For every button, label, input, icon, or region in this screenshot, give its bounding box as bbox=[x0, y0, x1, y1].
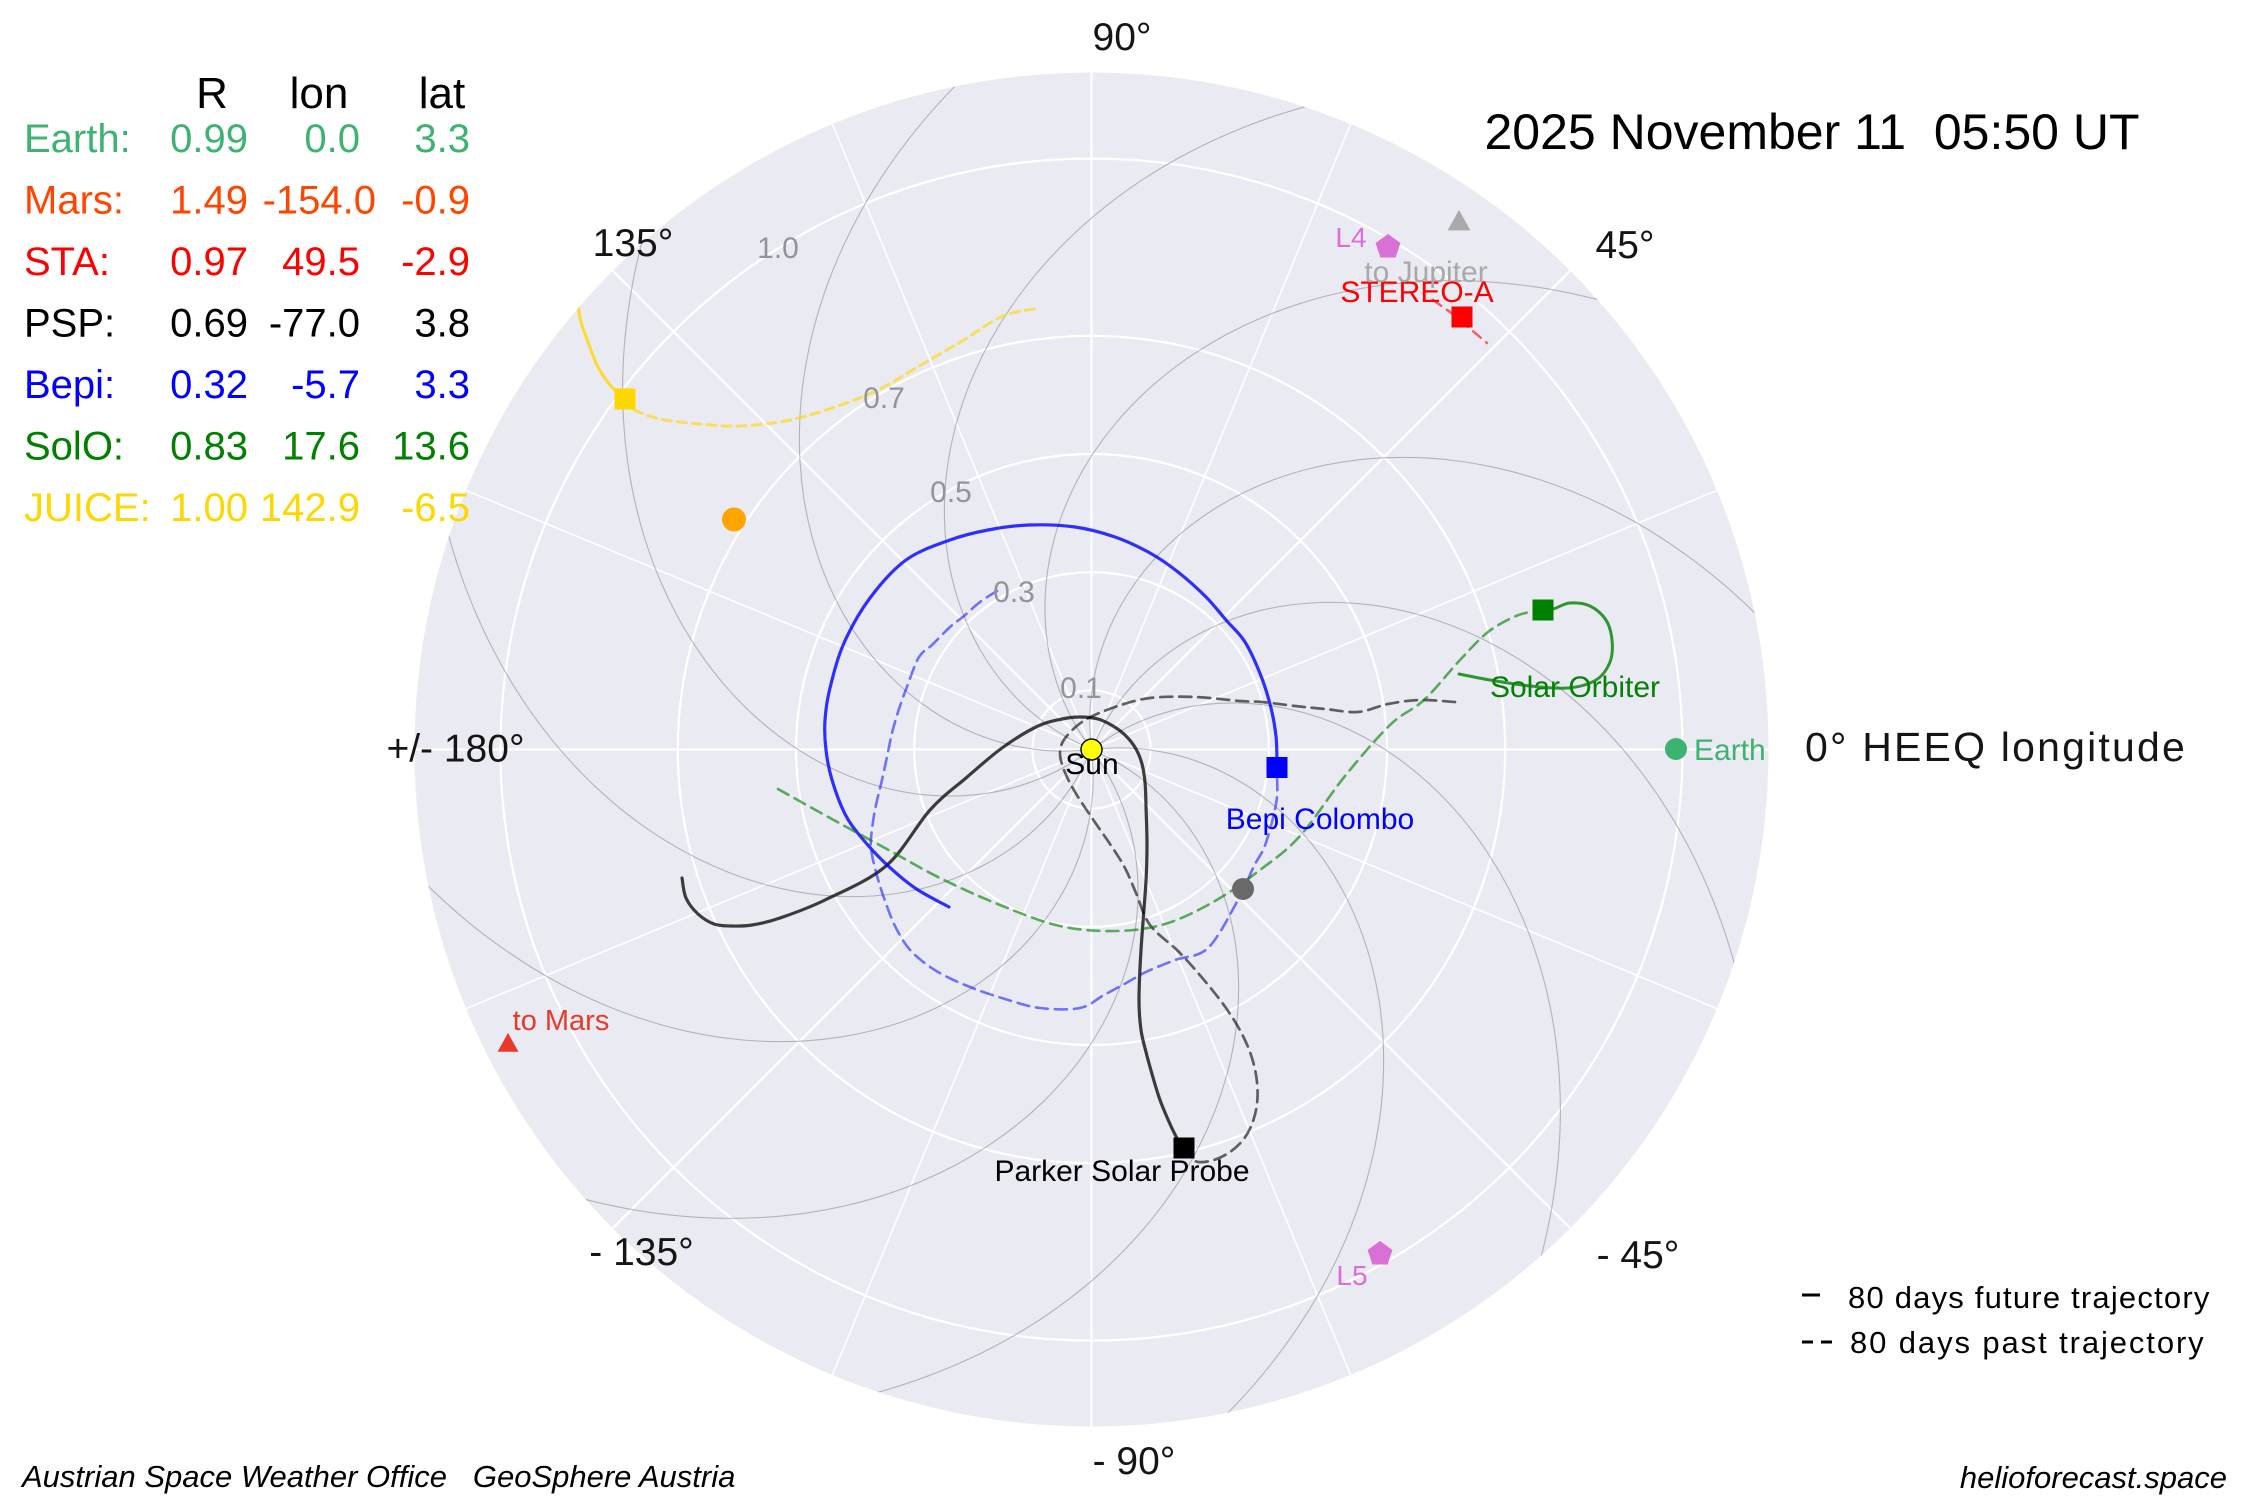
svg-text:0.1: 0.1 bbox=[1060, 672, 1102, 705]
svg-text:Austrian Space Weather Office: Austrian Space Weather Office GeoSphere … bbox=[20, 1459, 735, 1494]
svg-text:+/- 180°: +/- 180° bbox=[386, 728, 524, 771]
svg-text:lat: lat bbox=[419, 69, 465, 118]
svg-text:-2.9: -2.9 bbox=[401, 240, 470, 284]
svg-text:3.3: 3.3 bbox=[414, 363, 470, 407]
svg-text:0.3: 0.3 bbox=[993, 576, 1035, 609]
svg-text:SolO:: SolO: bbox=[24, 425, 124, 469]
svg-text:0° HEEQ longitude: 0° HEEQ longitude bbox=[1805, 724, 2187, 770]
svg-text:2025 November 11 05:50 UT: 2025 November 11 05:50 UT bbox=[1484, 104, 2139, 160]
svg-text:-154.0: -154.0 bbox=[263, 179, 376, 223]
svg-text:-6.5: -6.5 bbox=[401, 486, 470, 530]
svg-text:- 135°: - 135° bbox=[589, 1231, 694, 1274]
svg-text:helioforecast.space: helioforecast.space bbox=[1960, 1460, 2227, 1495]
svg-text:to Mars: to Mars bbox=[513, 1005, 610, 1037]
svg-text:PSP:: PSP: bbox=[24, 302, 115, 346]
svg-text:Mars:: Mars: bbox=[24, 179, 124, 223]
svg-text:0.0: 0.0 bbox=[304, 117, 360, 161]
svg-text:0.69: 0.69 bbox=[170, 302, 248, 346]
svg-text:3.3: 3.3 bbox=[414, 117, 470, 161]
svg-text:- 90°: - 90° bbox=[1093, 1440, 1176, 1483]
svg-text:Parker Solar Probe: Parker Solar Probe bbox=[994, 1155, 1249, 1188]
svg-text:Bepi Colombo: Bepi Colombo bbox=[1226, 803, 1414, 836]
svg-text:-5.7: -5.7 bbox=[291, 363, 360, 407]
svg-text:STEREO-A: STEREO-A bbox=[1340, 276, 1493, 309]
svg-text:45°: 45° bbox=[1596, 224, 1655, 267]
svg-text:- 45°: - 45° bbox=[1597, 1234, 1680, 1277]
svg-text:lon: lon bbox=[290, 69, 349, 118]
svg-text:Earth:: Earth: bbox=[24, 117, 131, 161]
svg-text:to Jupiter: to Jupiter bbox=[1364, 256, 1487, 289]
svg-text:0.7: 0.7 bbox=[863, 382, 905, 415]
svg-text:Solar Orbiter: Solar Orbiter bbox=[1490, 671, 1660, 704]
svg-text:1.49: 1.49 bbox=[170, 179, 248, 223]
svg-text:R: R bbox=[196, 69, 228, 118]
svg-text:3.8: 3.8 bbox=[414, 302, 470, 346]
svg-text:-0.9: -0.9 bbox=[401, 179, 470, 223]
svg-text:0.83: 0.83 bbox=[170, 425, 248, 469]
svg-text:17.6: 17.6 bbox=[282, 425, 360, 469]
svg-text:0.99: 0.99 bbox=[170, 117, 248, 161]
svg-text:1.00: 1.00 bbox=[170, 486, 248, 530]
svg-text:STA:: STA: bbox=[24, 240, 110, 284]
svg-text:0.32: 0.32 bbox=[170, 363, 248, 407]
svg-text:142.9: 142.9 bbox=[260, 486, 360, 530]
svg-text:49.5: 49.5 bbox=[282, 240, 360, 284]
svg-text:80 days past trajectory: 80 days past trajectory bbox=[1850, 1325, 2206, 1360]
svg-text:90°: 90° bbox=[1093, 16, 1152, 59]
svg-text:80 days future trajectory: 80 days future trajectory bbox=[1848, 1280, 2211, 1315]
svg-text:L5: L5 bbox=[1336, 1260, 1367, 1291]
svg-text:JUICE:: JUICE: bbox=[24, 486, 151, 530]
svg-text:1.0: 1.0 bbox=[757, 232, 799, 265]
svg-text:135°: 135° bbox=[593, 222, 674, 265]
svg-text:-77.0: -77.0 bbox=[269, 302, 360, 346]
svg-text:L4: L4 bbox=[1335, 222, 1366, 253]
svg-text:Bepi:: Bepi: bbox=[24, 363, 115, 407]
svg-text:0.5: 0.5 bbox=[930, 476, 972, 509]
svg-text:Earth: Earth bbox=[1694, 734, 1766, 767]
svg-text:13.6: 13.6 bbox=[392, 425, 470, 469]
svg-text:0.97: 0.97 bbox=[170, 240, 248, 284]
svg-text:Sun: Sun bbox=[1065, 748, 1118, 781]
